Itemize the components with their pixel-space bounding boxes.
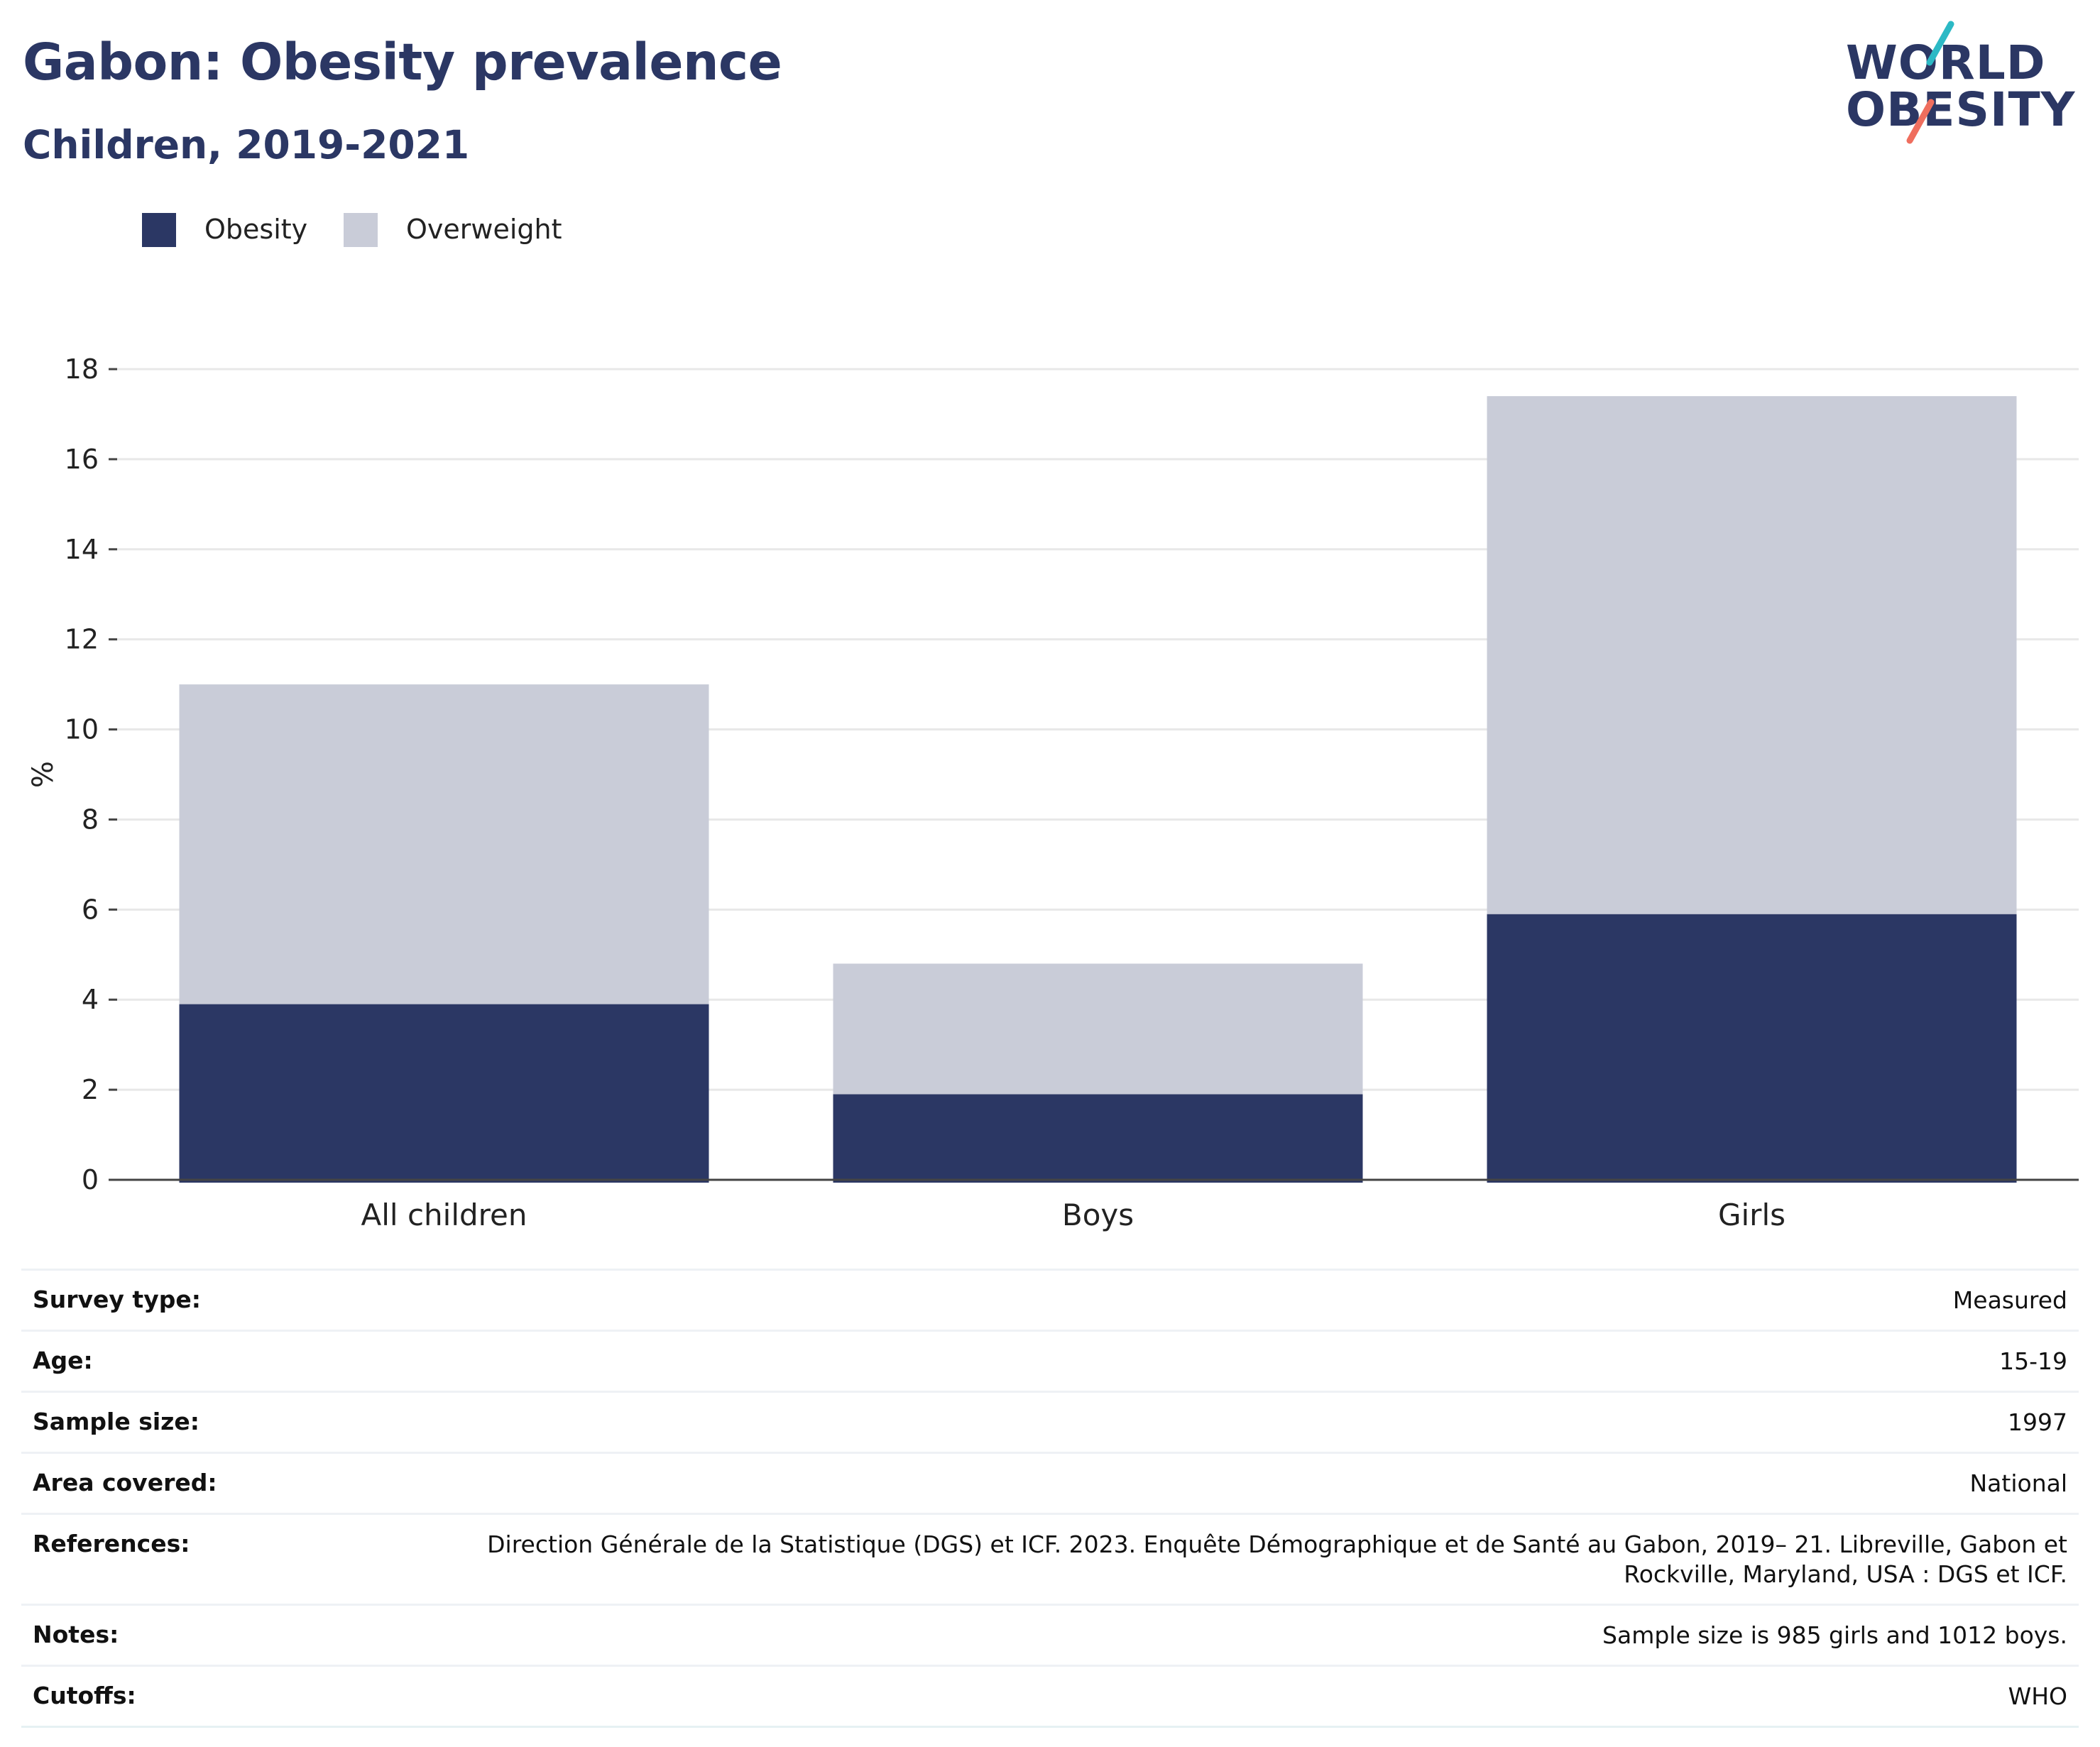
detail-row-sample-size: Sample size: 1997 <box>21 1391 2079 1452</box>
bar-overweight-all-children <box>179 684 709 1004</box>
details-table: Survey type: Measured Age: 15-19 Sample size… <box>21 1269 2079 1728</box>
page-subtitle: Children, 2019-2021 <box>23 122 470 168</box>
legend-swatch-obesity <box>142 213 176 247</box>
detail-row-area-covered: Area covered: National <box>21 1452 2079 1513</box>
detail-label: Survey type: <box>33 1286 201 1313</box>
legend-swatch-overweight <box>344 213 378 247</box>
y-tick-label: 0 <box>82 1164 99 1195</box>
detail-row-notes: Notes: Sample size is 985 girls and 1012 … <box>21 1604 2079 1665</box>
detail-label: Age: <box>33 1347 93 1374</box>
bar-overweight-boys <box>833 963 1363 1095</box>
bar-obesity-girls <box>1487 914 2017 1183</box>
detail-label: Cutoffs: <box>33 1682 136 1709</box>
y-tick-label: 4 <box>82 984 99 1015</box>
detail-value: Measured <box>1952 1286 2067 1314</box>
logo-slash-icon <box>1906 21 1954 144</box>
bar-overweight-girls <box>1487 396 2017 914</box>
x-tick-label: Girls <box>1718 1198 1785 1232</box>
y-tick-label: 12 <box>65 624 99 655</box>
detail-row-age: Age: 15-19 <box>21 1330 2079 1391</box>
bar-obesity-all-children <box>179 1004 709 1183</box>
y-tick-label: 14 <box>65 534 99 565</box>
bar-chart: 0 2 4 6 8 10 12 14 16 18% All children Boys Girls <box>27 354 2079 1232</box>
detail-label: Area covered: <box>33 1469 217 1496</box>
y-tick-label: 10 <box>65 714 99 745</box>
detail-value: Sample size is 985 girls and 1012 boys. <box>1602 1621 2067 1649</box>
y-tick-label: 8 <box>82 804 99 835</box>
x-tick-label: All children <box>361 1198 527 1232</box>
world-obesity-logo[interactable]: WORLD OBESITY <box>1846 20 2087 148</box>
y-tick-label: 16 <box>65 444 99 475</box>
detail-label: References: <box>33 1530 190 1557</box>
detail-label: Notes: <box>33 1621 119 1648</box>
y-tick-label: 2 <box>82 1074 99 1105</box>
detail-row-references: References: Direction Générale de la Stat… <box>21 1513 2079 1604</box>
y-tick-label: 6 <box>82 894 99 925</box>
logo-word-2: OBESITY <box>1846 82 2076 137</box>
logo-word-1: WORLD <box>1846 35 2046 90</box>
detail-row-survey-type: Survey type: Measured <box>21 1269 2079 1330</box>
detail-label: Sample size: <box>33 1408 199 1435</box>
y-tick-label: 18 <box>65 354 99 385</box>
detail-value: WHO <box>2008 1682 2067 1710</box>
detail-value: 1997 <box>2008 1408 2067 1436</box>
legend-label-obesity: Obesity <box>204 214 308 245</box>
detail-value: Direction Générale de la Statistique (DG… <box>487 1530 2067 1588</box>
detail-value: National <box>1969 1469 2067 1497</box>
y-axis-label: % <box>27 761 60 788</box>
bar-obesity-boys <box>833 1094 1363 1183</box>
x-tick-label: Boys <box>1062 1198 1134 1232</box>
details-table-bottom-border <box>21 1726 2079 1728</box>
legend-label-overweight: Overweight <box>406 214 562 245</box>
detail-row-cutoffs: Cutoffs: WHO <box>21 1665 2079 1726</box>
detail-value: 15-19 <box>1999 1347 2067 1375</box>
page-title: Gabon: Obesity prevalence <box>23 33 782 92</box>
